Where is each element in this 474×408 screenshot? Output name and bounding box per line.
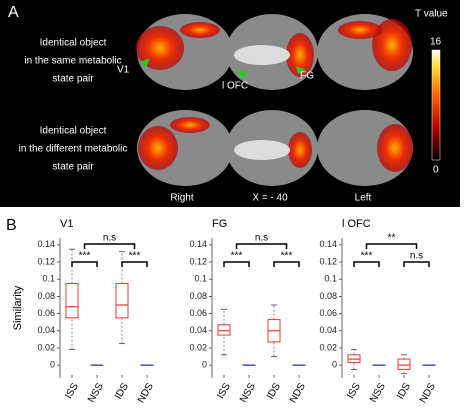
significance-label: ** bbox=[388, 233, 396, 244]
significance-bracket bbox=[403, 261, 430, 267]
box bbox=[397, 358, 411, 370]
significance-label: n.s bbox=[103, 233, 116, 244]
x-tick-label: NSS bbox=[86, 381, 106, 405]
x-tick-label: NDS bbox=[288, 381, 308, 405]
chart-title: FG bbox=[212, 218, 227, 230]
y-tick-label: 0.14 bbox=[319, 239, 337, 249]
row-label: Identical object bbox=[40, 38, 107, 49]
marker-label: l OFC bbox=[222, 81, 248, 92]
y-tick-label: 0 bbox=[50, 359, 55, 369]
y-tick-label: 0 bbox=[332, 359, 337, 369]
chart-title: V1 bbox=[60, 218, 73, 230]
y-tick-label: 0.1 bbox=[42, 274, 55, 284]
box bbox=[115, 283, 129, 319]
y-axis-label: Similarity bbox=[12, 285, 24, 330]
significance-label: *** bbox=[231, 251, 243, 262]
colorbar-min: 0 bbox=[433, 165, 439, 176]
view-label: X = - 40 bbox=[252, 193, 288, 204]
y-tick-label: 0.06 bbox=[319, 308, 337, 318]
significance-label: *** bbox=[361, 251, 373, 262]
marker-label: V1 bbox=[117, 65, 130, 76]
chart-title: l OFC bbox=[342, 218, 371, 230]
row-label: Identical object bbox=[40, 126, 107, 137]
panel-label: B bbox=[6, 217, 17, 234]
y-tick-label: 0.02 bbox=[319, 342, 337, 352]
y-tick-label: 0.04 bbox=[319, 325, 337, 335]
significance-bracket bbox=[121, 261, 148, 267]
y-tick-label: 0 bbox=[202, 359, 207, 369]
view-label: Right bbox=[170, 193, 194, 204]
significance-bracket bbox=[353, 261, 380, 267]
y-tick-label: 0.08 bbox=[37, 291, 55, 301]
x-tick-label: NSS bbox=[238, 381, 258, 405]
x-tick-label: NDS bbox=[418, 381, 438, 405]
row-label: in the same metabolic bbox=[24, 56, 121, 67]
x-tick-label: ISS bbox=[215, 381, 233, 401]
brain-images bbox=[136, 14, 413, 186]
colorbar-title: T value bbox=[415, 9, 448, 20]
significance-bracket bbox=[71, 261, 98, 267]
y-tick-label: 0.04 bbox=[189, 325, 207, 335]
box bbox=[217, 324, 231, 336]
significance-bracket bbox=[235, 243, 288, 249]
significance-label: *** bbox=[79, 251, 91, 262]
y-tick-label: 0.12 bbox=[37, 256, 55, 266]
x-tick-label: IDS bbox=[113, 381, 131, 401]
significance-label: n.s bbox=[255, 233, 268, 244]
significance-bracket bbox=[83, 243, 136, 249]
x-tick-label: ISS bbox=[345, 381, 363, 401]
y-tick-label: 0.14 bbox=[189, 239, 207, 249]
x-tick-label: IDS bbox=[395, 381, 413, 401]
x-tick-label: NDS bbox=[136, 381, 156, 405]
significance-bracket bbox=[273, 261, 300, 267]
y-tick-label: 0.1 bbox=[194, 274, 207, 284]
y-tick-label: 0.12 bbox=[319, 256, 337, 266]
y-tick-label: 0.12 bbox=[189, 256, 207, 266]
view-label: Left bbox=[355, 193, 372, 204]
row-label: state pair bbox=[52, 162, 94, 173]
y-tick-label: 0.02 bbox=[189, 342, 207, 352]
y-tick-label: 0.06 bbox=[189, 308, 207, 318]
significance-label: *** bbox=[129, 251, 141, 262]
y-tick-label: 0.08 bbox=[189, 291, 207, 301]
significance-bracket bbox=[223, 261, 250, 267]
marker-label: FG bbox=[300, 71, 314, 82]
x-tick-label: ISS bbox=[63, 381, 81, 401]
x-tick-label: NSS bbox=[368, 381, 388, 405]
y-tick-label: 0.14 bbox=[37, 239, 55, 249]
colorbar bbox=[431, 49, 441, 161]
significance-label: n.s bbox=[410, 251, 423, 262]
x-tick-label: IDS bbox=[265, 381, 283, 401]
row-labels: Identical object in the same metabolic s… bbox=[19, 38, 128, 173]
row-label: in the different metabolic bbox=[19, 144, 128, 155]
panel-label: A bbox=[8, 4, 19, 21]
y-tick-label: 0.08 bbox=[319, 291, 337, 301]
y-tick-label: 0.06 bbox=[37, 308, 55, 318]
box bbox=[65, 283, 79, 319]
significance-bracket bbox=[365, 243, 418, 249]
y-tick-label: 0.02 bbox=[37, 342, 55, 352]
colorbar-max: 16 bbox=[430, 37, 442, 48]
row-label: state pair bbox=[52, 74, 94, 85]
significance-label: *** bbox=[281, 251, 293, 262]
y-tick-label: 0.1 bbox=[324, 274, 337, 284]
y-tick-label: 0.04 bbox=[37, 325, 55, 335]
